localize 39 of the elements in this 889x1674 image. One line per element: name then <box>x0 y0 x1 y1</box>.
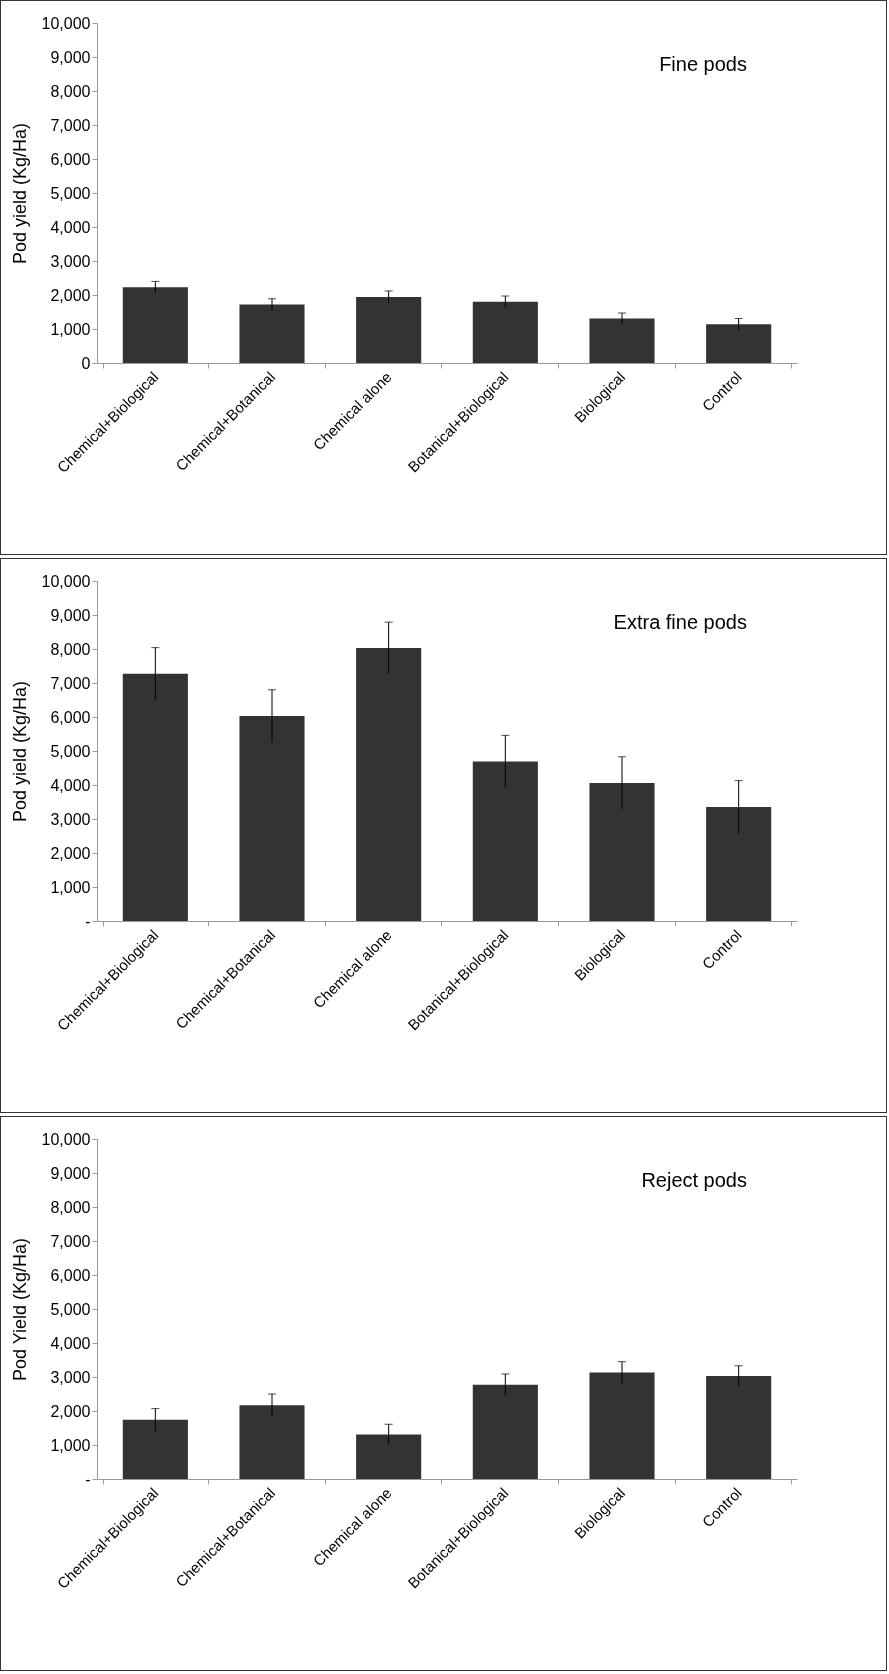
y-axis-title: Pod yield (Kg/Ha) <box>9 122 30 265</box>
text: Extra fine pods <box>613 611 747 633</box>
y-axis-title: Pod Yield (Kg/Ha) <box>9 1237 30 1382</box>
y-tick-label: 9,000 <box>50 48 91 66</box>
y-tick-label: 4,000 <box>50 1334 91 1352</box>
y-tick-label: 1,000 <box>50 320 91 338</box>
y-tick-label: 3,000 <box>50 1368 91 1386</box>
y-tick-label: 10,000 <box>41 572 91 590</box>
y-axis-title: Pod yield (Kg/Ha) <box>9 680 30 823</box>
y-tick-label: - <box>85 912 91 930</box>
y-tick-label: 2,000 <box>50 844 91 862</box>
y-tick-label: 8,000 <box>50 82 91 100</box>
y-tick-label: 3,000 <box>50 810 91 828</box>
y-tick-label: 7,000 <box>50 674 91 692</box>
y-tick-label: 8,000 <box>50 640 91 658</box>
y-tick-label: 6,000 <box>50 708 91 726</box>
y-tick-label: 0 <box>81 354 91 372</box>
y-tick-label: 2,000 <box>50 286 91 304</box>
y-tick-label: 6,000 <box>50 150 91 168</box>
y-tick-label: 7,000 <box>50 116 91 134</box>
y-tick-label: 9,000 <box>50 1164 91 1182</box>
y-tick-label: 10,000 <box>41 14 91 32</box>
y-tick-label: 9,000 <box>50 606 91 624</box>
y-tick-label: 5,000 <box>50 1300 91 1318</box>
text: Fine pods <box>659 53 747 75</box>
y-tick-label: 8,000 <box>50 1198 91 1216</box>
y-tick-label: 5,000 <box>50 742 91 760</box>
y-tick-label: 7,000 <box>50 1232 91 1250</box>
y-tick-label: 6,000 <box>50 1266 91 1284</box>
y-tick-label: 2,000 <box>50 1402 91 1420</box>
y-tick-label: 4,000 <box>50 776 91 794</box>
text: Reject pods <box>641 1169 747 1191</box>
y-tick-label: 1,000 <box>50 878 91 896</box>
y-tick-label: - <box>85 1470 91 1488</box>
y-tick-label: 1,000 <box>50 1436 91 1454</box>
y-tick-label: 4,000 <box>50 218 91 236</box>
y-tick-label: 10,000 <box>41 1130 91 1148</box>
y-tick-label: 5,000 <box>50 184 91 202</box>
y-tick-label: 3,000 <box>50 252 91 270</box>
